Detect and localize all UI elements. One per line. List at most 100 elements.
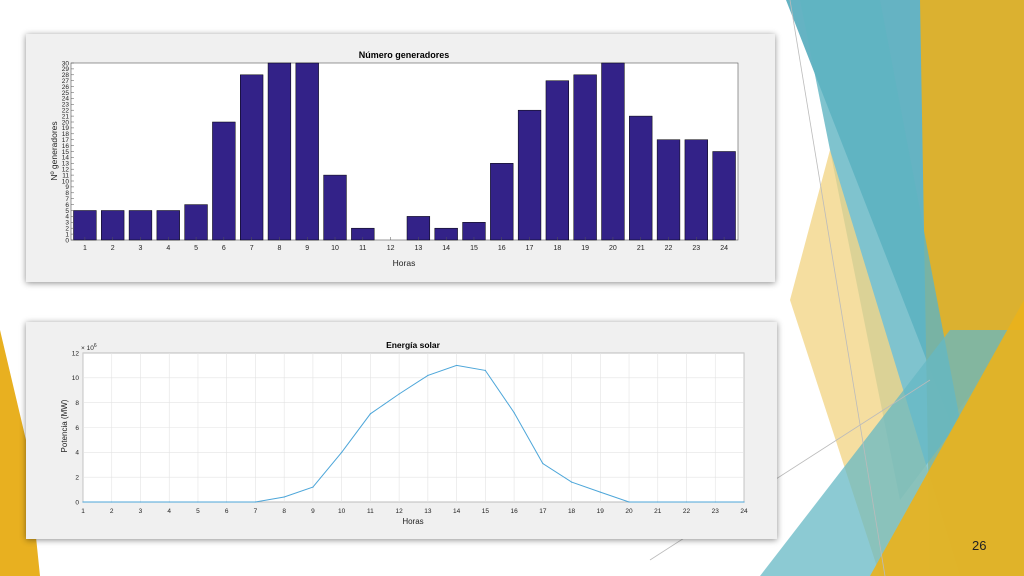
line-chart-xlabel: Horas (402, 517, 423, 526)
bar-chart-title: Número generadores (359, 50, 450, 60)
y-tick-label: 15 (62, 149, 70, 156)
bar (406, 216, 431, 241)
data-point (685, 501, 688, 503)
x-tick-label: 10 (338, 508, 346, 515)
x-tick-label: 3 (139, 245, 143, 252)
y-tick-label: 19 (62, 125, 70, 132)
x-tick-label: 24 (720, 245, 728, 252)
x-tick-label: 2 (110, 508, 114, 515)
x-tick-label: 7 (250, 245, 254, 252)
y-tick-label: 12 (62, 167, 70, 174)
data-point (427, 374, 429, 376)
x-tick-label: 21 (637, 245, 645, 252)
bar (73, 210, 97, 241)
y-tick-label: 30 (62, 60, 70, 67)
x-tick-label: 8 (282, 508, 286, 515)
data-point (714, 501, 716, 503)
x-tick-label: 8 (277, 245, 281, 252)
deco-line (789, 0, 886, 576)
data-point (312, 486, 314, 488)
bar (601, 62, 625, 241)
x-tick-label: 13 (424, 508, 432, 515)
data-point (628, 501, 630, 503)
data-point (168, 501, 170, 503)
y-tick-label: 0 (65, 237, 69, 244)
bar (156, 210, 180, 241)
x-tick-label: 12 (396, 508, 404, 515)
data-point (139, 501, 142, 503)
x-tick-label: 19 (597, 508, 605, 515)
bar (240, 74, 264, 241)
bar (128, 210, 153, 241)
y-tick-label: 5 (65, 208, 69, 215)
y-tick-label: 14 (62, 155, 70, 162)
x-tick-label: 6 (225, 508, 229, 515)
line-chart-ylabel: Potencia (MW) (60, 399, 69, 452)
data-point (283, 496, 285, 498)
x-tick-label: 22 (665, 245, 673, 252)
bar (656, 139, 681, 241)
y-tick-label: 26 (62, 84, 70, 91)
bar-chart-xlabel: Horas (393, 258, 416, 268)
x-tick-label: 9 (305, 245, 309, 252)
y-tick-label: 7 (65, 196, 69, 203)
data-point (111, 501, 113, 503)
data-point (484, 369, 486, 371)
x-tick-label: 5 (194, 245, 198, 252)
bar (629, 115, 653, 241)
x-tick-label: 18 (553, 245, 561, 252)
y-tick-label: 6 (65, 202, 69, 209)
x-tick-label: 21 (654, 508, 662, 515)
y-tick-label: 29 (62, 66, 70, 73)
x-tick-label: 11 (359, 245, 366, 252)
y-tick-label: 22 (62, 108, 70, 115)
y-tick-label: 2 (65, 226, 69, 233)
y-tick-label: 10 (72, 375, 80, 382)
data-point (197, 501, 199, 503)
x-tick-label: 17 (526, 245, 534, 252)
series-line (83, 364, 744, 503)
x-tick-label: 22 (683, 508, 691, 515)
x-tick-label: 16 (510, 508, 518, 515)
x-tick-label: 5 (196, 508, 200, 515)
y-tick-label: 4 (65, 214, 69, 221)
y-tick-label: 28 (62, 72, 70, 79)
y-tick-label: 11 (62, 172, 69, 179)
x-tick-label: 20 (609, 245, 617, 252)
y-tick-label: 8 (65, 190, 69, 197)
data-point (82, 501, 84, 503)
x-tick-label: 15 (482, 508, 490, 515)
data-point (398, 393, 400, 395)
bar-chart-panel: Número generadores Nº generadores Horas … (26, 34, 775, 282)
bar (212, 121, 236, 241)
data-point (369, 413, 371, 415)
data-point (570, 481, 573, 483)
data-point (341, 451, 343, 453)
bar (517, 109, 542, 241)
x-tick-label: 23 (712, 508, 720, 515)
bar (545, 80, 569, 241)
bar-chart-ylabel: Nº generadores (49, 121, 59, 180)
y-tick-label: 24 (62, 96, 70, 103)
x-tick-label: 7 (254, 508, 258, 515)
x-tick-label: 4 (167, 508, 171, 515)
x-tick-label: 4 (166, 245, 170, 252)
data-point (456, 364, 458, 367)
x-tick-label: 14 (442, 245, 450, 252)
y-tick-label: 1 (65, 231, 69, 238)
bar (267, 62, 292, 241)
data-point (743, 501, 745, 503)
data-point (599, 491, 601, 493)
deco-gold-shape-2 (870, 300, 1024, 576)
line-chart-panel: Energía solar Potencia (MW) Horas × 106 … (26, 322, 777, 539)
y-tick-label: 13 (62, 161, 70, 168)
bar (490, 163, 514, 241)
y-tick-label: 4 (75, 450, 79, 457)
y-tick-label: 9 (65, 184, 69, 191)
x-tick-label: 14 (453, 508, 461, 515)
x-tick-label: 9 (311, 508, 315, 515)
y-tick-label: 16 (62, 143, 70, 150)
y-tick-label: 3 (65, 220, 69, 227)
y-tick-label: 17 (62, 137, 70, 144)
